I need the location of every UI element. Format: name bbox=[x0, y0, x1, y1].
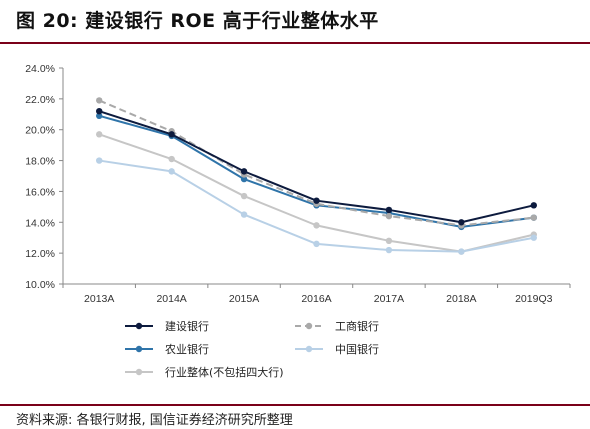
series-point bbox=[458, 248, 465, 255]
y-tick-label: 16.0% bbox=[25, 186, 55, 198]
legend-label: 行业整体(不包括四大行) bbox=[165, 365, 284, 379]
series-point bbox=[168, 155, 175, 163]
x-tick-label: 2016A bbox=[301, 293, 331, 305]
y-tick-label: 22.0% bbox=[25, 94, 55, 106]
series-point bbox=[530, 202, 537, 209]
series-point bbox=[240, 168, 248, 175]
legend-label: 工商银行 bbox=[335, 319, 379, 333]
series-point bbox=[96, 97, 103, 104]
series-point bbox=[313, 240, 320, 248]
series-point bbox=[96, 108, 103, 115]
series-point bbox=[313, 197, 320, 204]
series-point bbox=[385, 212, 393, 220]
y-tick-label: 20.0% bbox=[25, 125, 55, 137]
legend-marker bbox=[135, 345, 143, 353]
x-tick-label: 2017A bbox=[374, 293, 404, 305]
y-tick-label: 18.0% bbox=[25, 156, 55, 168]
x-tick-label: 2015A bbox=[229, 293, 259, 305]
series-point bbox=[96, 131, 103, 138]
series-point bbox=[96, 112, 103, 120]
legend-label: 中国银行 bbox=[335, 342, 379, 356]
y-tick-label: 14.0% bbox=[25, 217, 55, 229]
series-point bbox=[240, 211, 248, 218]
legend-label: 农业银行 bbox=[165, 342, 209, 356]
legend-marker bbox=[305, 322, 313, 330]
legend-marker bbox=[305, 345, 313, 353]
series-point bbox=[530, 214, 537, 221]
series-point bbox=[240, 175, 248, 183]
y-tick-label: 12.0% bbox=[25, 248, 55, 260]
x-tick-label: 2013A bbox=[84, 293, 114, 305]
legend-marker bbox=[135, 368, 143, 376]
source-note: 资料来源: 各银行财报, 国信证券经济研究所整理 bbox=[16, 413, 293, 428]
figure-title: 图 20: 建设银行 ROE 高于行业整体水平 bbox=[16, 10, 379, 32]
series-point bbox=[385, 206, 393, 214]
legend-marker bbox=[135, 322, 143, 330]
series-point bbox=[313, 222, 320, 229]
y-tick-label: 10.0% bbox=[25, 279, 55, 291]
series-line bbox=[98, 133, 535, 253]
figure-title-bar: 图 20: 建设银行 ROE 高于行业整体水平 bbox=[0, 0, 590, 44]
x-tick-label: 2019Q3 bbox=[515, 293, 553, 305]
series-point bbox=[458, 219, 465, 226]
x-tick-label: 2018A bbox=[446, 293, 476, 305]
source-bar: 资料来源: 各银行财报, 国信证券经济研究所整理 bbox=[0, 404, 590, 429]
x-tick-label: 2014A bbox=[156, 293, 186, 305]
series-point bbox=[385, 237, 393, 244]
roe-line-chart: 10.0% 12.0% 14.0% 16.0% 18.0% 20.0% 22.0% 24.0%… bbox=[25, 63, 571, 379]
series-point bbox=[96, 157, 103, 164]
y-tick-label: 24.0% bbox=[25, 63, 55, 75]
series-point bbox=[530, 234, 537, 241]
series-point bbox=[240, 192, 248, 200]
series-point bbox=[168, 131, 175, 138]
series-point bbox=[385, 246, 393, 254]
series-point bbox=[168, 168, 175, 175]
legend-label: 建设银行 bbox=[165, 319, 209, 333]
